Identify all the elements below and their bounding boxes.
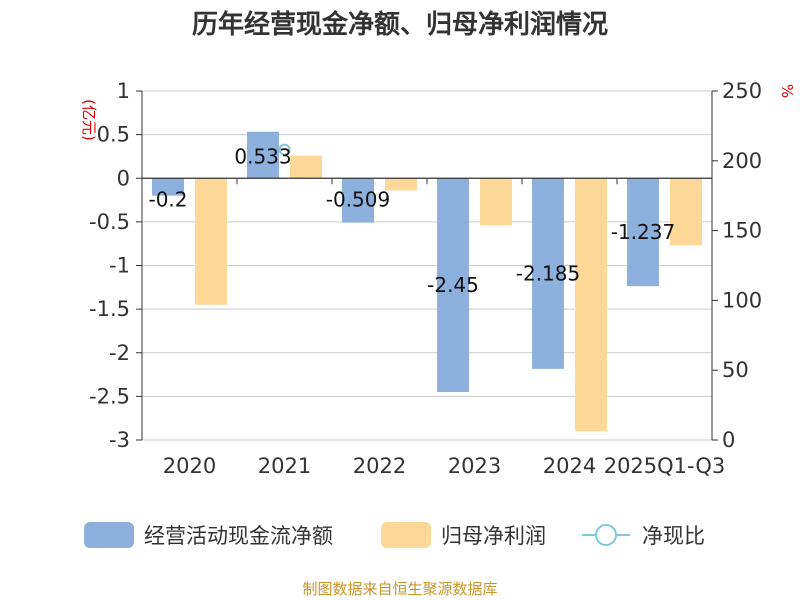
right-tick-label: 100 [722, 288, 762, 312]
left-axis-unit: (亿元) [80, 99, 98, 141]
right-axis: 250 200 150 100 50 0 [711, 79, 762, 452]
left-axis: 1 0.5 0 -0.5 -1 -1.5 -2 -2.5 -3 [89, 79, 143, 452]
x-tick-label: 2022 [353, 454, 406, 478]
legend-label: 净现比 [642, 524, 705, 548]
left-tick-label: 0 [117, 166, 130, 190]
netprofit-bar [670, 178, 702, 246]
cashflow-bar [247, 131, 279, 179]
legend: 经营活动现金流净额 归母净利润 净现比 [84, 522, 705, 548]
left-tick-label: 1 [117, 79, 130, 103]
left-tick-label: -2.5 [89, 384, 130, 408]
grid-lines [142, 90, 712, 441]
cashflow-data-label: -0.509 [326, 187, 390, 211]
right-axis-unit: % [778, 84, 796, 98]
left-tick-label: -0.5 [89, 210, 130, 234]
cashflow-data-label: 0.533 [234, 145, 291, 169]
x-tick-label: 2024 [543, 454, 596, 478]
right-tick-label: 0 [722, 428, 735, 452]
left-tick-label: -1.5 [89, 297, 130, 321]
x-tick-label: 2021 [258, 454, 311, 478]
left-tick-label: 0.5 [97, 123, 130, 147]
x-axis: 2020 2021 2022 2023 2024 2025Q1-Q3 [141, 177, 726, 478]
left-tick-label: -3 [109, 428, 130, 452]
cashflow-data-label: -0.2 [148, 187, 187, 211]
ratio-line [278, 143, 291, 156]
legend-marker [595, 524, 617, 546]
legend-swatch [84, 522, 134, 548]
x-tick-label: 2023 [448, 454, 501, 478]
left-tick-label: -2 [109, 341, 130, 365]
chart-title: 历年经营现金净额、归母净利润情况 [192, 9, 608, 40]
netprofit-bar [195, 178, 227, 305]
right-tick-label: 250 [722, 79, 762, 103]
cashflow-bar [532, 178, 564, 369]
right-tick-label: 150 [722, 219, 762, 243]
netprofit-bar [575, 178, 607, 432]
cashflow-bar [437, 178, 469, 393]
left-tick-label: -1 [109, 254, 130, 278]
right-tick-label: 200 [722, 149, 762, 173]
cashflow-bar [342, 178, 374, 223]
bars [152, 131, 702, 432]
ratio-point [278, 143, 291, 156]
legend-label: 归母净利润 [441, 524, 546, 548]
cashflow-data-label: -2.45 [427, 273, 479, 297]
cashflow-bar [627, 178, 659, 287]
netprofit-bar [385, 178, 417, 191]
cashflow-data-label: -1.237 [611, 220, 675, 244]
data-labels: -0.2 0.533 -0.509 -2.45 -2.185 -1.237 [148, 145, 675, 297]
legend-swatch [381, 522, 431, 548]
netprofit-bar [290, 155, 322, 179]
cashflow-data-label: -2.185 [516, 262, 580, 286]
cashflow-bar [152, 178, 184, 196]
right-tick-label: 50 [722, 358, 749, 382]
x-tick-label: 2020 [163, 454, 216, 478]
netprofit-bar [480, 178, 512, 226]
source-note: 制图数据来自恒生聚源数据库 [302, 580, 497, 598]
legend-label: 经营活动现金流净额 [144, 524, 333, 548]
x-tick-label: 2025Q1-Q3 [604, 454, 726, 478]
